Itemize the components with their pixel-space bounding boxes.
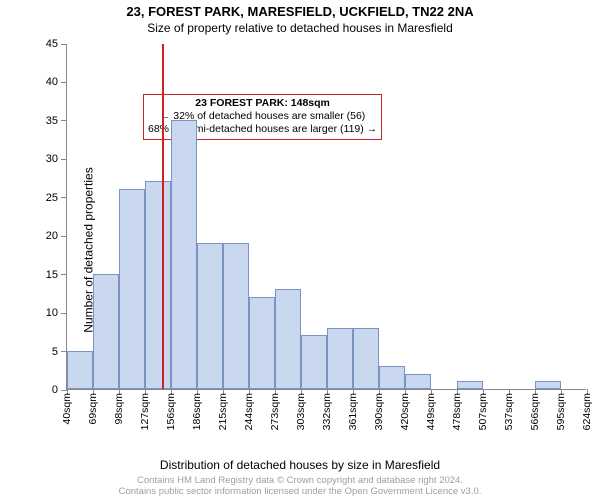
y-tick <box>61 236 67 237</box>
y-tick-label: 20 <box>46 230 58 242</box>
y-tick <box>61 159 67 160</box>
x-tick-label: 537sqm <box>503 393 515 430</box>
histogram-bar <box>405 374 431 389</box>
callout-title: 23 FOREST PARK: 148sqm <box>148 97 377 110</box>
x-tick-label: 332sqm <box>321 393 333 430</box>
x-tick-label: 127sqm <box>139 393 151 430</box>
x-tick-label: 273sqm <box>269 393 281 430</box>
y-tick-label: 15 <box>46 269 58 281</box>
attribution-line2: Contains public sector information licen… <box>0 487 600 498</box>
histogram-bar <box>379 366 405 389</box>
chart-subtitle: Size of property relative to detached ho… <box>0 21 600 35</box>
chart-title: 23, FOREST PARK, MARESFIELD, UCKFIELD, T… <box>0 4 600 20</box>
x-tick-label: 566sqm <box>529 393 541 430</box>
x-tick-label: 595sqm <box>555 393 567 430</box>
x-tick-label: 449sqm <box>425 393 437 430</box>
title-block: 23, FOREST PARK, MARESFIELD, UCKFIELD, T… <box>0 4 600 35</box>
chart-container: 23, FOREST PARK, MARESFIELD, UCKFIELD, T… <box>0 0 600 500</box>
y-tick <box>61 274 67 275</box>
y-tick-label: 45 <box>46 38 58 50</box>
y-tick-label: 10 <box>46 307 58 319</box>
y-tick-label: 25 <box>46 192 58 204</box>
x-tick-label: 361sqm <box>347 393 359 430</box>
histogram-bar <box>535 381 561 389</box>
x-tick-label: 40sqm <box>61 393 73 425</box>
histogram-bar <box>327 328 353 390</box>
x-axis-label: Distribution of detached houses by size … <box>0 458 600 472</box>
histogram-bar <box>119 189 145 389</box>
x-tick-label: 69sqm <box>87 393 99 425</box>
histogram-bar <box>93 274 119 389</box>
y-tick-label: 0 <box>52 384 58 396</box>
y-tick-label: 5 <box>52 346 58 358</box>
y-tick <box>61 197 67 198</box>
x-tick-label: 507sqm <box>477 393 489 430</box>
histogram-bar <box>145 181 171 389</box>
histogram-bar <box>301 335 327 389</box>
histogram-bar <box>67 351 93 389</box>
x-tick-label: 215sqm <box>217 393 229 430</box>
plot-area: 23 FOREST PARK: 148sqm ← 32% of detached… <box>66 44 586 390</box>
y-tick <box>61 120 67 121</box>
y-tick <box>61 82 67 83</box>
attribution: Contains HM Land Registry data © Crown c… <box>0 476 600 498</box>
x-tick-label: 186sqm <box>191 393 203 430</box>
y-tick-label: 35 <box>46 115 58 127</box>
histogram-bar <box>223 243 249 389</box>
histogram-bar <box>249 297 275 389</box>
property-marker-line <box>162 44 164 389</box>
histogram-bar <box>197 243 223 389</box>
histogram-bar <box>275 289 301 389</box>
histogram-bar <box>171 120 197 389</box>
x-tick-label: 478sqm <box>451 393 463 430</box>
histogram-bar <box>457 381 483 389</box>
y-tick <box>61 44 67 45</box>
x-tick-label: 244sqm <box>243 393 255 430</box>
x-tick-label: 624sqm <box>581 393 593 430</box>
x-tick-label: 156sqm <box>165 393 177 430</box>
x-tick-label: 98sqm <box>113 393 125 425</box>
histogram-bar <box>353 328 379 390</box>
x-tick-label: 420sqm <box>399 393 411 430</box>
y-tick <box>61 313 67 314</box>
x-tick-label: 303sqm <box>295 393 307 430</box>
y-tick-label: 40 <box>46 76 58 88</box>
x-tick-label: 390sqm <box>373 393 385 430</box>
y-tick-label: 30 <box>46 153 58 165</box>
